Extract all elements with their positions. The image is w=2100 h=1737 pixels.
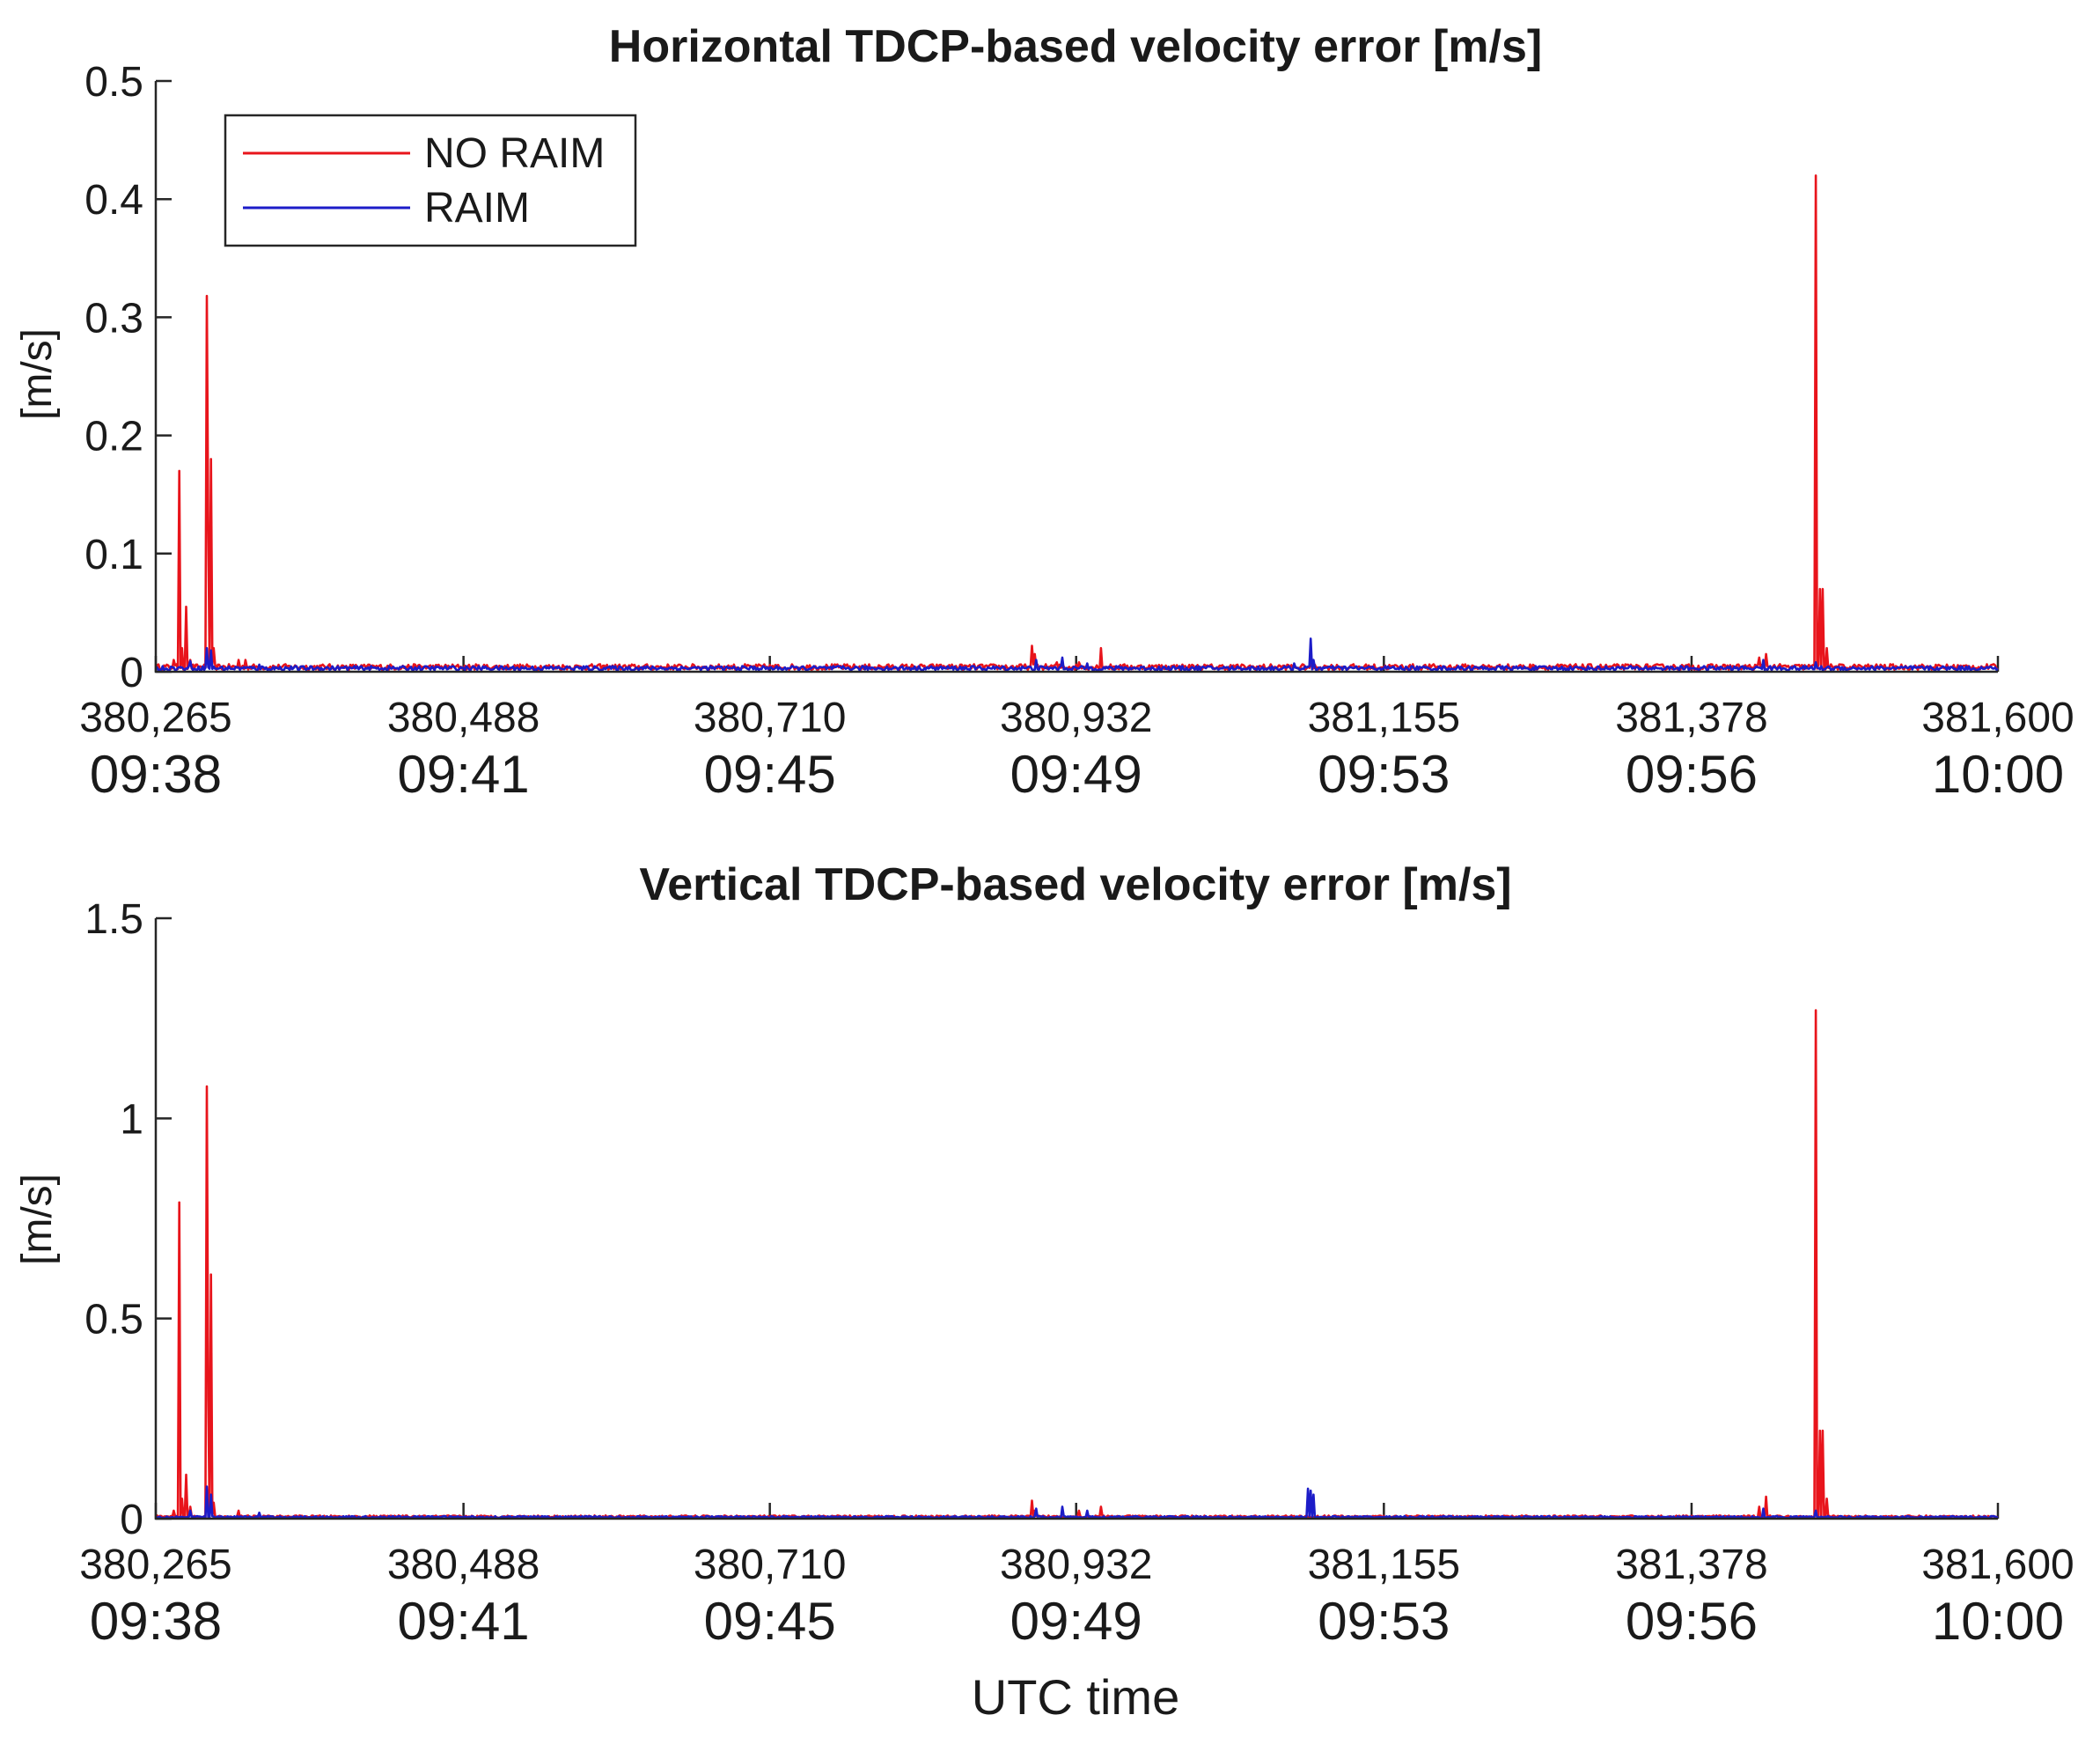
x-tick-time-label: 10:00 [1932,745,2064,804]
chart-title: Vertical TDCP-based velocity error [m/s] [639,859,1511,910]
y-tick-label: 1 [120,1096,143,1143]
legend: NO RAIM RAIM [224,114,637,247]
x-tick-time-label: 09:49 [1010,745,1142,804]
series-line-raim [155,1485,1999,1520]
legend-label-raim: RAIM [424,185,530,232]
x-tick-label: 381,155 [1308,1542,1461,1588]
x-tick-label: 380,932 [1000,1542,1153,1588]
x-axis-label: UTC time [972,1669,1179,1725]
y-tick-label: 0.3 [84,295,143,342]
x-axis-line [154,81,1998,673]
x-tick-time-label: 09:41 [398,745,530,804]
y-tick-label: 0.2 [84,414,143,460]
x-tick-label: 381,155 [1308,695,1461,741]
x-tick-time-label: 09:41 [398,1592,530,1651]
x-tick-time-label: 09:38 [90,1592,222,1651]
x-tick-label: 380,488 [387,695,540,741]
x-tick-time-label: 09:45 [704,1592,836,1651]
x-tick-time-label: 09:53 [1318,745,1450,804]
legend-box [224,114,637,247]
series-group [155,1009,1999,1520]
y-tick-label: 1.5 [84,896,143,943]
x-tick-time-label: 09:56 [1626,1592,1758,1651]
x-tick-time-label: 09:56 [1626,745,1758,804]
chart-title: Horizontal TDCP-based velocity error [m/… [609,21,1542,72]
vertical-velocity-chart: Vertical TDCP-based velocity error [m/s]… [14,859,2074,1725]
y-tick-label: 0 [120,1497,143,1543]
y-tick-label: 0.5 [84,59,143,106]
x-axis-line [154,918,1998,1520]
x-tick-time-label: 09:38 [90,745,222,804]
x-tick-label: 380,710 [694,695,847,741]
series-line-raim [155,637,1999,672]
x-tick-time-label: 09:45 [704,745,836,804]
y-tick-group: 0 0.1 0.2 0.3 0.4 0.5 [84,59,172,696]
y-tick-group: 0 0.5 1 1.5 [84,896,172,1543]
x-tick-time-label: 09:53 [1318,1592,1450,1651]
legend-label-no-raim: NO RAIM [424,130,605,177]
x-tick-label: 380,488 [387,1542,540,1588]
y-tick-label: 0 [120,650,143,696]
x-tick-label: 380,710 [694,1542,847,1588]
x-tick-label: 381,600 [1921,1542,2074,1588]
x-tick-label: 380,265 [79,1542,232,1588]
x-tick-label: 380,265 [79,695,232,741]
y-axis-label: [m/s] [14,1174,61,1265]
y-tick-label: 0.4 [84,177,143,224]
x-tick-label: 381,378 [1615,695,1768,741]
x-tick-label: 381,378 [1615,1542,1768,1588]
y-axis-label: [m/s] [14,328,61,420]
x-tick-time-label: 09:49 [1010,1592,1142,1651]
x-tick-label: 380,932 [1000,695,1153,741]
series-group [154,174,1999,672]
y-tick-label: 0.5 [84,1297,143,1343]
x-tick-time-label: 10:00 [1932,1592,2064,1651]
y-tick-label: 0.1 [84,532,143,578]
x-tick-label: 381,600 [1921,695,2074,741]
horizontal-velocity-chart: Horizontal TDCP-based velocity error [m/… [14,21,2074,804]
